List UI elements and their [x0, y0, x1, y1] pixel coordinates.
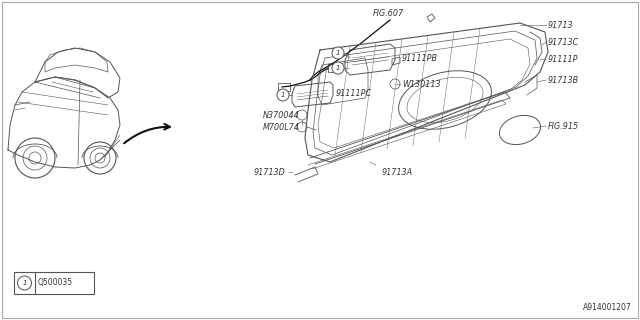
- Text: 91111PC: 91111PC: [336, 89, 372, 98]
- Circle shape: [332, 47, 344, 59]
- Text: 91713C: 91713C: [548, 37, 579, 46]
- Circle shape: [332, 62, 344, 74]
- Text: 91111PB: 91111PB: [402, 53, 438, 62]
- Text: 91713A: 91713A: [382, 167, 413, 177]
- Text: 1: 1: [336, 65, 340, 71]
- Text: 91111P: 91111P: [548, 54, 579, 63]
- Text: 1: 1: [336, 50, 340, 56]
- FancyBboxPatch shape: [14, 272, 94, 294]
- Text: A914001207: A914001207: [583, 303, 632, 312]
- Text: 91713D: 91713D: [254, 167, 285, 177]
- Text: 1: 1: [281, 92, 285, 98]
- Text: 1: 1: [22, 280, 27, 286]
- Text: Q500035: Q500035: [38, 278, 73, 287]
- Text: W130113: W130113: [402, 79, 440, 89]
- Text: N370044: N370044: [263, 110, 300, 119]
- Text: FIG.607: FIG.607: [373, 9, 404, 18]
- Circle shape: [17, 276, 31, 290]
- Text: 91713B: 91713B: [548, 76, 579, 84]
- Text: FIG.915: FIG.915: [548, 122, 579, 131]
- Text: M700L74: M700L74: [263, 123, 300, 132]
- Circle shape: [277, 89, 289, 101]
- Text: 91713: 91713: [548, 20, 573, 29]
